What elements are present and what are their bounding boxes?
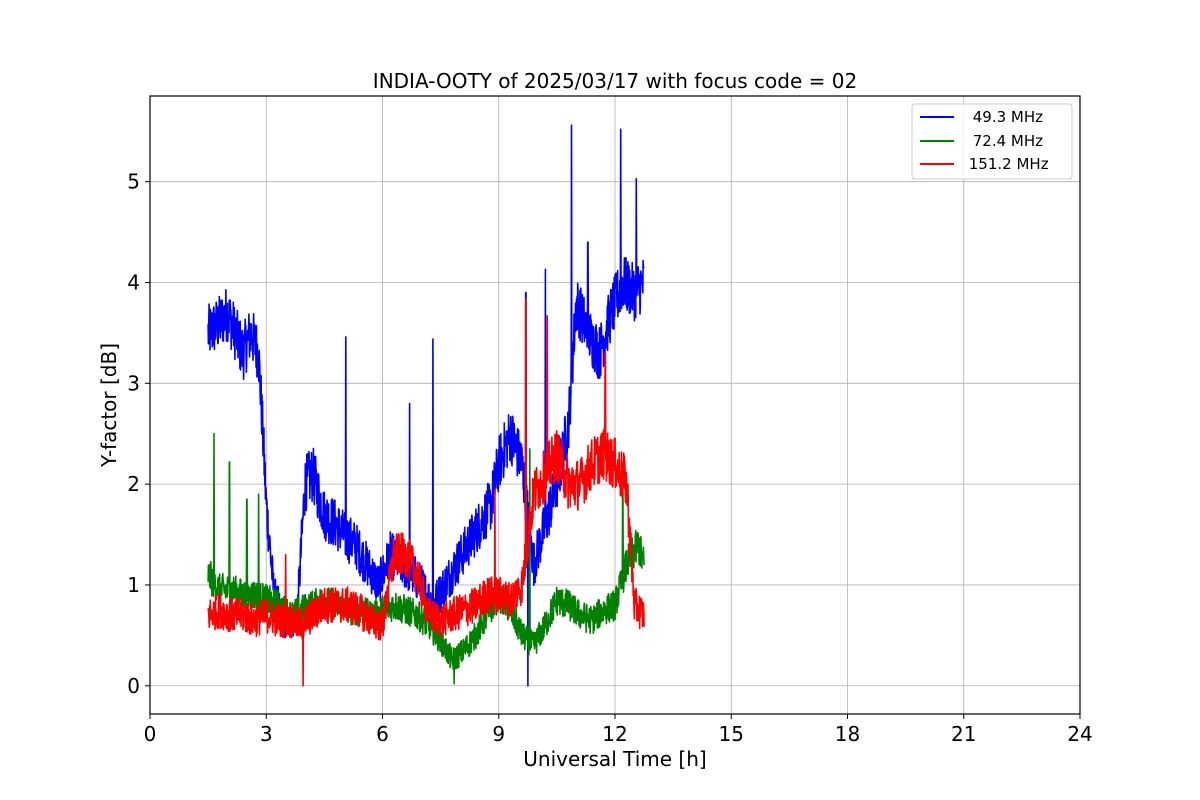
y-tick-label-4: 4 — [127, 271, 140, 295]
x-axis-label: Universal Time [h] — [523, 747, 706, 771]
legend-box — [911, 103, 1073, 180]
series-line-151-2-mhz — [207, 298, 645, 687]
legend: 49.3 MHz 72.4 MHz 151.2 MHz — [911, 103, 1073, 180]
x-tick-label-3: 3 — [260, 722, 273, 746]
y-tick-label-5: 5 — [127, 170, 140, 194]
y-axis-label: Y-factor [dB] — [97, 343, 121, 468]
legend-label-72-4-mhz: 72.4 MHz — [968, 132, 1043, 150]
x-tick-label-18: 18 — [835, 722, 860, 746]
x-tick-label-6: 6 — [376, 722, 389, 746]
y-tick-label-3: 3 — [127, 371, 140, 395]
y-tick-label-1: 1 — [127, 573, 140, 597]
series-layer — [207, 124, 645, 687]
x-tick-label-21: 21 — [951, 722, 976, 746]
legend-label-151-2-mhz: 151.2 MHz — [964, 155, 1049, 173]
x-tick-label-24: 24 — [1067, 722, 1092, 746]
x-tick-label-12: 12 — [602, 722, 627, 746]
x-tick-label-0: 0 — [144, 722, 157, 746]
chart-title: INDIA-OOTY of 2025/03/17 with focus code… — [373, 69, 857, 93]
x-tick-label-9: 9 — [492, 722, 505, 746]
y-tick-label-0: 0 — [127, 674, 140, 698]
x-tick-label-15: 15 — [719, 722, 744, 746]
y-tick-label-2: 2 — [127, 472, 140, 496]
legend-label-49-3-mhz: 49.3 MHz — [968, 108, 1043, 126]
